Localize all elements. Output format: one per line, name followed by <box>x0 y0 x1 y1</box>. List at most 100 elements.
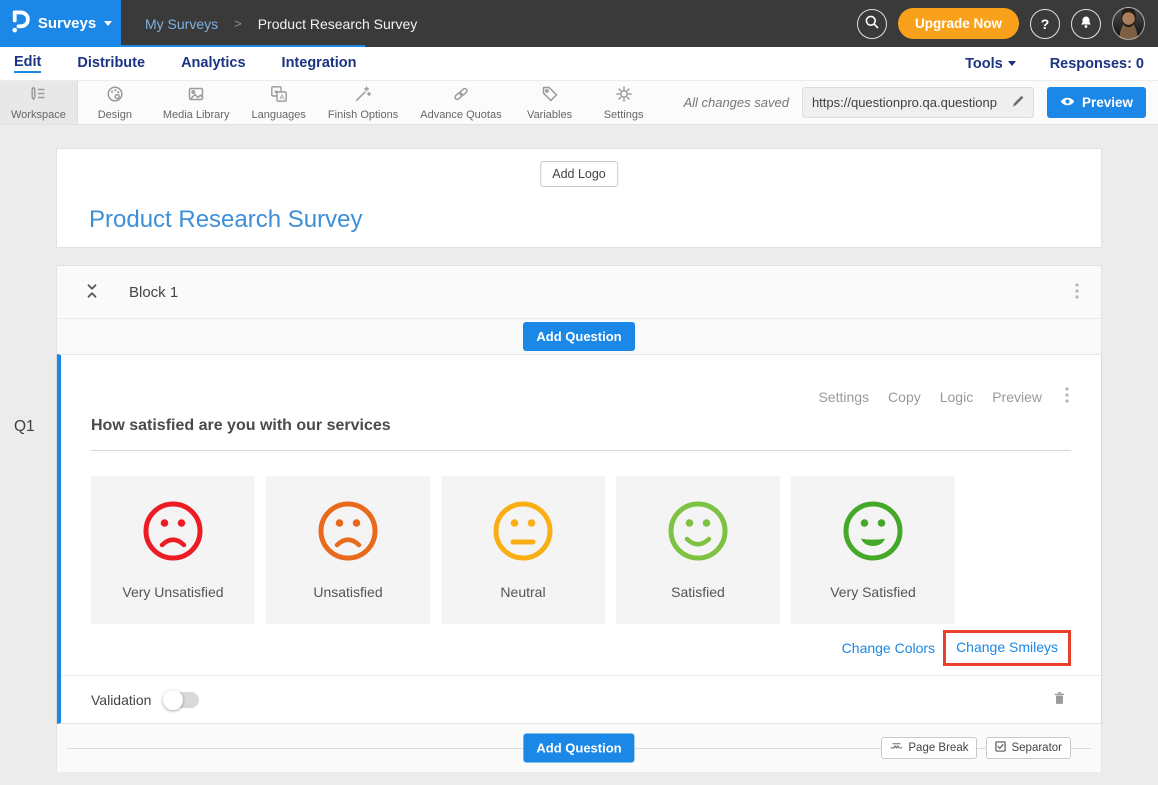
smiley-icon <box>841 499 905 563</box>
notifications-button[interactable] <box>1071 8 1101 39</box>
bell-icon <box>1078 14 1094 33</box>
preview-label: Preview <box>1081 95 1133 110</box>
help-button[interactable]: ? <box>1030 8 1060 39</box>
validation-label: Validation <box>91 691 152 708</box>
svg-text:A: A <box>279 92 284 101</box>
question-text[interactable]: How satisfied are you with our services <box>91 417 1071 451</box>
kebab-menu-icon <box>1065 387 1069 406</box>
add-question-row-top: Add Question <box>57 319 1101 354</box>
topbar: Surveys My Surveys > Product Research Su… <box>0 0 1158 47</box>
smiley-option[interactable]: Neutral <box>441 476 605 624</box>
tool-finish-options[interactable]: Finish Options <box>317 81 409 124</box>
question-more-button[interactable] <box>1061 383 1073 410</box>
add-logo-button[interactable]: Add Logo <box>540 161 618 187</box>
tool-media-library[interactable]: Media Library <box>152 81 241 124</box>
tool-label: Workspace <box>11 108 66 121</box>
question-menu: Settings Copy Logic Preview <box>818 383 1073 410</box>
validation-toggle[interactable] <box>163 689 200 710</box>
tools-label: Tools <box>965 55 1003 72</box>
tool-workspace[interactable]: Workspace <box>0 81 78 124</box>
smiley-icon <box>316 499 380 563</box>
survey-canvas: Add Logo Product Research Survey Block 1 <box>0 125 1158 772</box>
question-logic-link[interactable]: Logic <box>939 388 974 405</box>
smiley-label: Unsatisfied <box>313 584 383 600</box>
tool-variables[interactable]: Variables <box>513 81 587 124</box>
separator-label: Separator <box>1011 742 1062 754</box>
save-status: All changes saved <box>683 95 789 110</box>
delete-question-button[interactable] <box>1048 686 1071 713</box>
tab-analytics[interactable]: Analytics <box>181 55 246 71</box>
tool-advance-quotas[interactable]: Advance Quotas <box>409 81 512 124</box>
page-break-icon <box>890 741 903 755</box>
change-smileys-link[interactable]: Change Smileys <box>956 639 1058 655</box>
tool-design[interactable]: Design <box>78 81 152 124</box>
tool-label: Media Library <box>162 108 230 121</box>
eye-icon <box>1060 95 1075 110</box>
question-preview-link[interactable]: Preview <box>992 388 1042 405</box>
smiley-label: Very Satisfied <box>830 584 916 600</box>
svg-text:★: ★ <box>273 88 278 95</box>
tool-label: Variables <box>527 108 573 121</box>
tab-integration[interactable]: Integration <box>281 55 357 71</box>
survey-header-card: Add Logo Product Research Survey <box>56 148 1102 248</box>
breadcrumb-current-survey: Product Research Survey <box>257 15 418 32</box>
smiley-label: Satisfied <box>671 584 725 600</box>
block-title[interactable]: Block 1 <box>129 283 179 301</box>
add-question-button-bottom[interactable]: Add Question <box>523 733 635 763</box>
add-question-button-top[interactable]: Add Question <box>523 322 635 351</box>
survey-title[interactable]: Product Research Survey <box>89 206 363 233</box>
highlight-box: Change Smileys <box>943 630 1071 666</box>
smiley-options: Very Unsatisfied Unsatisfied <box>91 476 1071 624</box>
preview-button[interactable]: Preview <box>1046 87 1146 118</box>
workspace-icon <box>29 85 47 106</box>
separator-button[interactable]: Separator <box>986 737 1071 759</box>
product-label: Surveys <box>37 15 97 32</box>
question-card: Settings Copy Logic Preview How satisfie… <box>57 354 1101 724</box>
user-avatar[interactable] <box>1112 7 1145 40</box>
search-icon <box>864 14 880 33</box>
validation-row: Validation <box>61 675 1101 723</box>
tab-edit[interactable]: Edit <box>14 54 42 73</box>
smiley-option[interactable]: Satisfied <box>616 476 780 624</box>
questionpro-logo-icon <box>9 8 30 39</box>
question-settings-link[interactable]: Settings <box>818 388 870 405</box>
survey-url-group <box>801 87 1034 118</box>
change-colors-link[interactable]: Change Colors <box>841 640 936 656</box>
tool-label: Finish Options <box>327 108 399 121</box>
edit-url-button[interactable] <box>1003 88 1033 117</box>
page-break-button[interactable]: Page Break <box>881 737 978 759</box>
smiley-label: Neutral <box>500 584 546 600</box>
upgrade-now-button[interactable]: Upgrade Now <box>897 8 1019 39</box>
tools-menu[interactable]: Tools <box>965 56 1016 72</box>
breadcrumb: My Surveys > Product Research Survey <box>145 16 417 32</box>
smiley-option[interactable]: Very Unsatisfied <box>91 476 255 624</box>
breadcrumb-separator: > <box>234 16 242 31</box>
product-menu[interactable]: Surveys <box>0 0 121 47</box>
kebab-menu-icon <box>1075 282 1079 302</box>
question-id-label: Q1 <box>14 418 35 435</box>
tool-settings[interactable]: Settings <box>587 81 661 124</box>
survey-url-input[interactable] <box>802 95 1003 110</box>
question-copy-link[interactable]: Copy <box>888 388 921 405</box>
block-menu-button[interactable] <box>1071 279 1083 306</box>
chain-link-icon <box>452 85 470 106</box>
tag-icon <box>541 85 559 106</box>
smiley-option[interactable]: Very Satisfied <box>791 476 955 624</box>
breadcrumb-my-surveys[interactable]: My Surveys <box>145 15 219 32</box>
block-card: Block 1 Add Question Settings Copy Logic… <box>56 265 1102 772</box>
search-button[interactable] <box>856 8 887 39</box>
tool-label: Advance Quotas <box>420 108 502 121</box>
image-icon <box>187 85 205 106</box>
tool-label: Languages <box>251 108 306 121</box>
chevron-down-icon <box>104 21 113 26</box>
translate-icon: A ★ <box>270 85 288 106</box>
collapse-block-button[interactable] <box>85 282 99 303</box>
smiley-config-links: Change Colors Change Smileys <box>91 630 1071 666</box>
block-header: Block 1 <box>57 266 1101 319</box>
smiley-icon <box>141 499 205 563</box>
tool-languages[interactable]: A ★ Languages <box>240 81 316 124</box>
responses-count[interactable]: Responses: 0 <box>1049 55 1144 72</box>
smiley-option[interactable]: Unsatisfied <box>266 476 430 624</box>
tab-distribute[interactable]: Distribute <box>77 55 146 71</box>
